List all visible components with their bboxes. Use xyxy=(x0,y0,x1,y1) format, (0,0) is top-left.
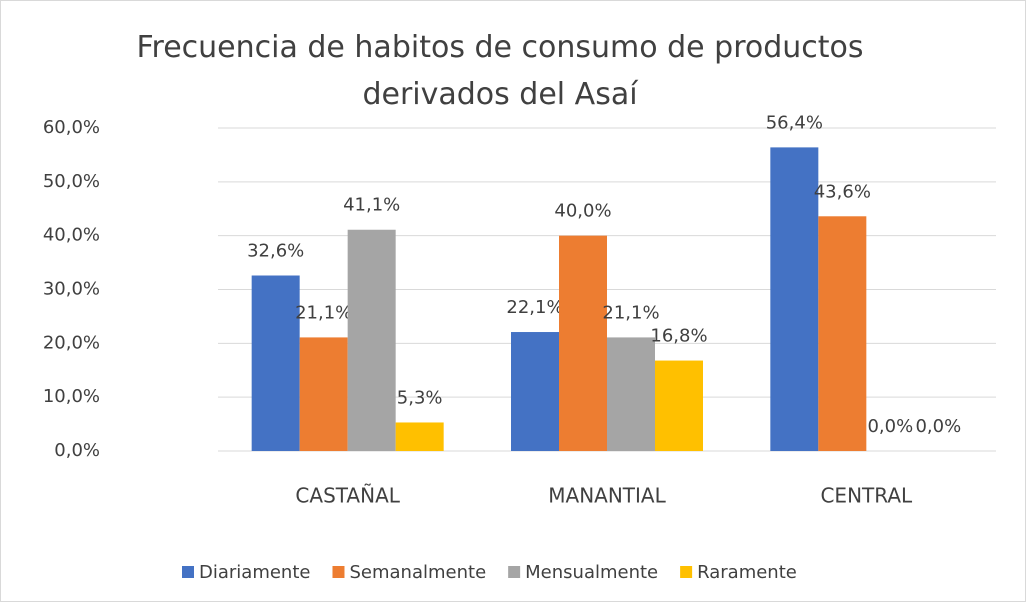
y-tick-label: 20,0% xyxy=(43,332,100,353)
legend-swatch xyxy=(680,566,693,578)
y-tick-label: 60,0% xyxy=(43,117,100,138)
data-label: 21,1% xyxy=(602,302,659,323)
y-tick-label: 50,0% xyxy=(43,171,100,192)
bar xyxy=(818,216,867,451)
data-label: 43,6% xyxy=(814,181,871,202)
bar xyxy=(655,360,703,451)
data-label: 0,0% xyxy=(867,416,913,437)
bar xyxy=(511,332,559,451)
y-tick-label: 40,0% xyxy=(43,225,100,246)
legend-label: Raramente xyxy=(697,562,797,583)
chart-title: Frecuencia de habitos de consumo de prod… xyxy=(136,30,864,112)
data-label: 22,1% xyxy=(506,297,563,318)
bar xyxy=(559,235,607,451)
data-label: 32,6% xyxy=(247,241,304,262)
bar xyxy=(299,337,348,451)
data-label: 41,1% xyxy=(343,195,400,216)
y-tick-label: 10,0% xyxy=(43,386,100,407)
y-tick-label: 0,0% xyxy=(54,440,100,461)
legend-label: Semanalmente xyxy=(349,562,486,583)
data-label: 5,3% xyxy=(397,387,443,408)
x-tick-label: MANANTIAL xyxy=(548,484,666,508)
x-tick-label: CENTRAL xyxy=(820,484,913,508)
legend-swatch xyxy=(508,566,521,578)
bar xyxy=(251,275,300,451)
x-tick-label: CASTAÑAL xyxy=(295,484,400,508)
bar xyxy=(347,229,396,451)
bar xyxy=(770,147,819,451)
legend-label: Diariamente xyxy=(199,562,310,583)
legend-swatch xyxy=(182,566,194,578)
legend-label: Mensualmente xyxy=(525,562,658,583)
data-label: 16,8% xyxy=(650,326,707,347)
data-label: 0,0% xyxy=(915,416,961,437)
data-label: 56,4% xyxy=(766,112,823,133)
data-label: 40,0% xyxy=(554,201,611,222)
data-label: 21,1% xyxy=(295,302,352,323)
bar xyxy=(607,337,655,451)
legend-swatch xyxy=(332,566,345,578)
bar xyxy=(395,422,444,451)
y-tick-label: 30,0% xyxy=(43,279,100,300)
